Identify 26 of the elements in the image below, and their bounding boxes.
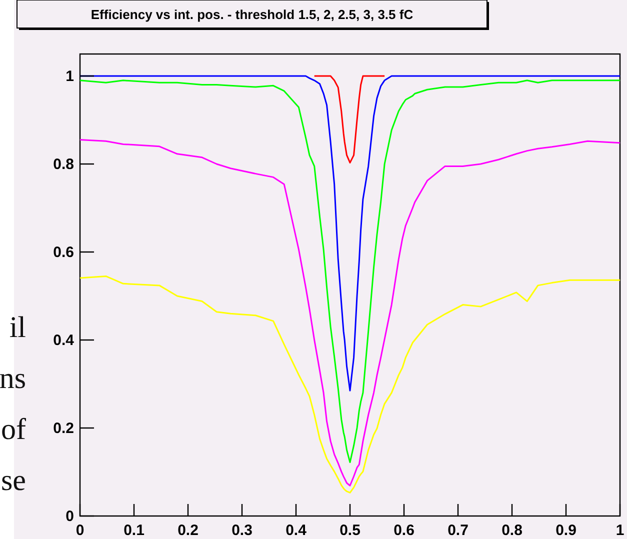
y-tick-label: 0.6 xyxy=(53,244,74,261)
x-tick-label: 0.6 xyxy=(394,522,414,539)
chart-title: Efficiency vs int. pos. - threshold 1.5, 2, 2.5, 3, 3.5 fC xyxy=(90,7,414,22)
line-series xyxy=(79,75,621,392)
x-tick-label: 0.8 xyxy=(502,522,522,539)
y-tick-label: 1 xyxy=(66,68,74,85)
x-tick-label: 0.3 xyxy=(232,522,252,539)
line-series xyxy=(79,275,621,494)
line-series xyxy=(79,139,621,486)
x-tick-label: 1 xyxy=(616,522,624,539)
x-tick-label: 0.4 xyxy=(286,522,308,539)
text: se xyxy=(1,464,26,497)
x-tick-label: 0.1 xyxy=(124,522,144,539)
text: ns xyxy=(0,362,26,395)
x-tick-label: 0.9 xyxy=(556,522,576,539)
x-tick-label: 0.7 xyxy=(448,522,468,539)
y-tick-label: 0.8 xyxy=(53,156,74,173)
text: of xyxy=(1,413,26,446)
y-tick-label: 0.2 xyxy=(53,420,74,437)
y-tick-label: 0 xyxy=(66,508,74,525)
x-tick-label: 0.5 xyxy=(340,522,360,539)
line-series xyxy=(314,75,386,164)
y-tick-label: 0.4 xyxy=(53,332,75,349)
x-tick-label: 0.2 xyxy=(178,522,198,539)
text: il xyxy=(9,311,26,344)
line-series xyxy=(79,80,621,464)
